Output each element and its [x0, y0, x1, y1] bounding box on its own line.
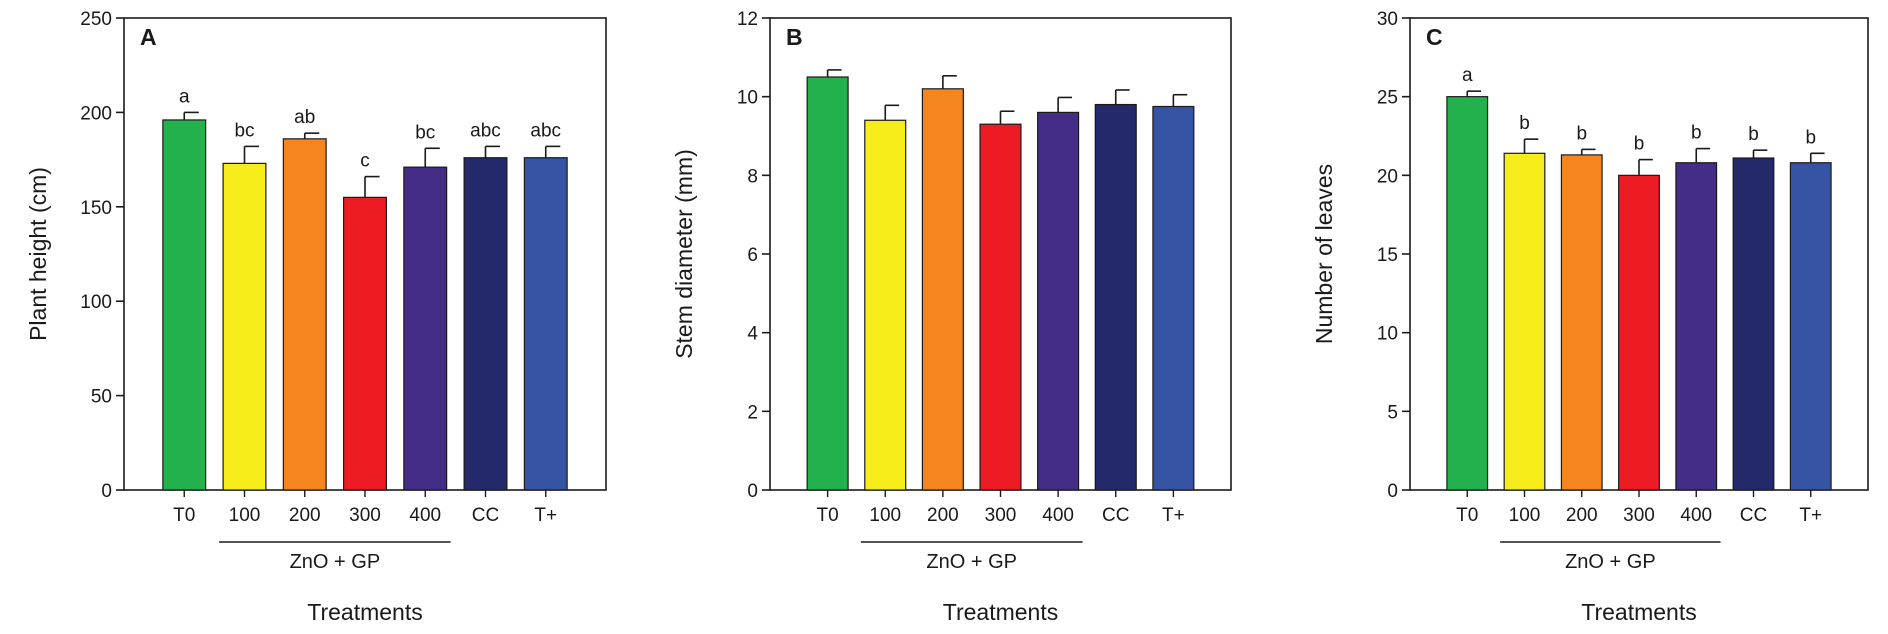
bar-400: [1675, 162, 1718, 491]
bar-200: [1560, 154, 1603, 491]
bar-t: [1789, 162, 1832, 491]
bar-100: [864, 119, 907, 491]
y-tick-label: 0: [747, 481, 758, 502]
bar-100: [222, 162, 267, 491]
x-axis-title: Treatments: [943, 599, 1058, 625]
y-tick-label: 10: [1377, 324, 1398, 345]
group-label: ZnO + GP: [926, 551, 1017, 573]
significance-letter: b: [1519, 113, 1530, 134]
significance-letter: a: [179, 86, 190, 107]
y-tick-label: 0: [1387, 481, 1398, 502]
x-tick-label: CC: [1740, 505, 1767, 526]
bar-t: [523, 157, 568, 491]
significance-letter: b: [1748, 124, 1759, 145]
y-tick-label: 25: [1377, 88, 1398, 109]
y-tick-label: 6: [747, 245, 758, 266]
x-tick-label: 400: [409, 505, 441, 526]
x-tick-label: 400: [1680, 505, 1712, 526]
x-tick-label: T0: [173, 505, 195, 526]
y-tick-label: 5: [1387, 402, 1398, 423]
y-tick-label: 4: [747, 324, 758, 345]
significance-letter: b: [1691, 123, 1702, 144]
y-axis-title: Plant height (cm): [25, 167, 51, 341]
y-tick-label: 30: [1377, 9, 1398, 30]
y-tick-label: 250: [80, 9, 112, 30]
y-tick-label: 50: [91, 387, 112, 408]
y-tick-label: 0: [101, 481, 112, 502]
bar-t0: [806, 76, 849, 491]
x-tick-label: CC: [472, 505, 499, 526]
y-tick-label: 12: [737, 9, 758, 30]
panel-letter: B: [786, 24, 803, 50]
y-tick-label: 150: [80, 198, 112, 219]
bar-200: [282, 138, 327, 491]
significance-letter: c: [360, 151, 370, 172]
x-tick-label: 300: [349, 505, 381, 526]
x-tick-label: 200: [927, 505, 959, 526]
bar-400: [403, 166, 448, 491]
chart-panel-a: 0 50 100 150 200 250 Plant height (cm) Aa T0 bc 10…: [25, 9, 607, 625]
significance-letter: a: [1462, 65, 1473, 86]
bar-cc: [1732, 157, 1775, 491]
bar-300: [979, 123, 1022, 491]
x-tick-label: T+: [1799, 505, 1822, 526]
x-tick-label: T+: [1162, 505, 1185, 526]
chart-panel-b: 0 2 4 6 8 10 12 Stem diameter (mm) B T0 100 200 300 4…: [671, 9, 1232, 625]
significance-letter: bc: [234, 120, 254, 141]
x-tick-label: 100: [1509, 505, 1541, 526]
bar-300: [343, 196, 387, 491]
bar-300: [1618, 174, 1660, 491]
y-tick-label: 20: [1377, 166, 1398, 187]
y-tick-label: 100: [80, 292, 112, 313]
y-tick-label: 8: [747, 166, 758, 187]
significance-letter: b: [1805, 127, 1816, 148]
y-tick-label: 200: [80, 103, 112, 124]
x-tick-label: 300: [985, 505, 1017, 526]
bar-200: [921, 88, 964, 491]
x-tick-label: 100: [229, 505, 261, 526]
y-axis-title: Number of leaves: [1311, 164, 1337, 344]
x-tick-label: 300: [1623, 505, 1655, 526]
y-axis-title: Stem diameter (mm): [671, 149, 697, 359]
x-tick-label: CC: [1102, 505, 1129, 526]
x-tick-label: 200: [1566, 505, 1598, 526]
panel-letter: C: [1426, 24, 1443, 50]
x-tick-label: T+: [534, 505, 557, 526]
significance-letter: bc: [415, 122, 435, 143]
significance-letter: ab: [294, 107, 315, 128]
y-tick-label: 10: [737, 88, 758, 109]
bar-cc: [1094, 103, 1137, 491]
bar-t: [1152, 105, 1195, 491]
chart-panel-c: 0 5 10 15 20 25 30 Number of leaves Ca T0 b 100 b 200…: [1311, 9, 1869, 625]
x-axis-title: Treatments: [307, 599, 422, 625]
significance-letter: abc: [530, 120, 561, 141]
significance-letter: b: [1576, 123, 1587, 144]
x-tick-label: T0: [1456, 505, 1478, 526]
bar-t0: [1446, 96, 1489, 491]
x-tick-label: T0: [817, 505, 839, 526]
group-label: ZnO + GP: [290, 551, 381, 573]
y-tick-label: 15: [1377, 245, 1398, 266]
x-tick-label: 100: [869, 505, 901, 526]
x-tick-label: 400: [1042, 505, 1074, 526]
significance-letter: b: [1634, 134, 1645, 155]
panel-letter: A: [140, 24, 157, 50]
x-axis-title: Treatments: [1581, 599, 1696, 625]
significance-letter: abc: [470, 120, 501, 141]
x-tick-label: 200: [289, 505, 321, 526]
group-label: ZnO + GP: [1565, 551, 1656, 573]
bar-cc: [463, 157, 508, 491]
bar-100: [1503, 152, 1546, 491]
y-tick-label: 2: [747, 402, 758, 423]
bar-400: [1037, 111, 1080, 491]
bar-t0: [162, 119, 207, 491]
